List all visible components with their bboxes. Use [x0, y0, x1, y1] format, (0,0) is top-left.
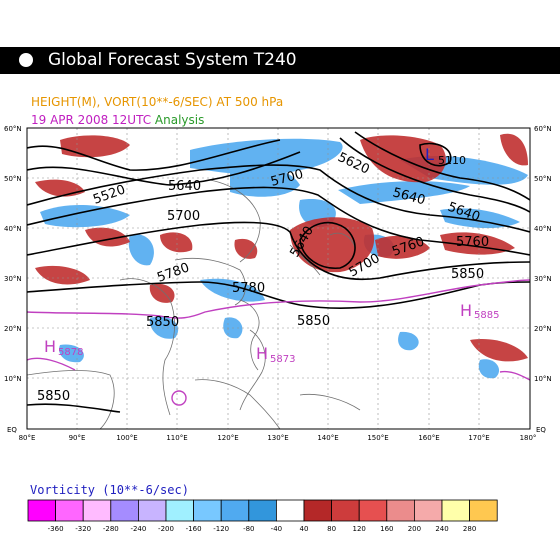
contour-label: 5850 — [37, 389, 70, 404]
lon-label-120e: 120°E — [217, 434, 238, 442]
legend-swatch — [165, 499, 195, 522]
lat-label-10n-left: 10°N — [4, 375, 22, 383]
subtitle-date: 19 APR 2008 12UTC — [31, 113, 152, 127]
legend-tick-label: 160 — [380, 525, 393, 533]
contour-label: 5760 — [456, 235, 489, 250]
legend-tick-label: 200 — [408, 525, 421, 533]
graticule — [27, 128, 530, 429]
lat-label-60n-right: 60°N — [534, 125, 552, 133]
legend-swatch — [441, 499, 471, 522]
lon-label-180: 180° — [520, 434, 537, 442]
lat-label-20n-left: 20°N — [4, 325, 22, 333]
legend-swatch — [248, 499, 277, 522]
title-bar: Global Forecast System T240 — [0, 47, 560, 74]
legend-tick-label: -40 — [271, 525, 282, 533]
high-center-letter: H — [460, 301, 472, 320]
lat-label-20n-right: 20°N — [534, 325, 552, 333]
lat-label-10n-right: 10°N — [534, 375, 552, 383]
subtitle-variables: HEIGHT(M), VORT(10**-6/SEC) AT 500 hPa — [31, 95, 284, 109]
contour-label: 5780 — [232, 281, 265, 296]
isoline-5880 — [27, 279, 530, 406]
lat-label-eq-right: EQ — [536, 426, 546, 434]
lon-label-140e: 140°E — [317, 434, 338, 442]
legend-swatch — [55, 499, 84, 522]
lon-label-80e: 80°E — [19, 434, 36, 442]
lon-label-160e: 160°E — [418, 434, 439, 442]
legend-swatch — [275, 499, 305, 522]
contour-label: 5850 — [451, 267, 484, 282]
lon-label-150e: 150°E — [367, 434, 388, 442]
subtitle-analysis: Analysis — [154, 113, 205, 127]
title-dot-icon — [19, 53, 33, 67]
legend-tick-label: -320 — [75, 525, 91, 533]
legend-colorbar — [27, 499, 498, 522]
contour-label: 5110 — [438, 154, 466, 167]
legend-tick-label: 120 — [353, 525, 366, 533]
contour-label: 5850 — [297, 314, 330, 329]
legend-swatch — [110, 499, 139, 522]
map-frame — [26, 127, 531, 430]
legend-tick-label: 280 — [463, 525, 476, 533]
lat-label-50n-left: 50°N — [4, 175, 22, 183]
high-center-value: 5873 — [270, 354, 295, 365]
legend-swatch — [303, 499, 333, 522]
high-center-letter: H — [256, 344, 268, 363]
legend-tick-label: -280 — [103, 525, 119, 533]
height-contours — [27, 131, 530, 413]
legend-tick-label: -80 — [243, 525, 254, 533]
high-center-letter: H — [44, 337, 56, 356]
legend-ticks: -360 -320 -280 -240 -200 -160 -120 -80 -40 40 80 12… — [48, 525, 477, 533]
lat-label-eq-left: EQ — [7, 426, 17, 434]
legend-tick-label: -160 — [186, 525, 202, 533]
lon-label-170e: 170°E — [468, 434, 489, 442]
legend-swatch — [413, 499, 443, 522]
lon-label-110e: 110°E — [166, 434, 187, 442]
legend-tick-label: -360 — [48, 525, 64, 533]
lat-labels: 60°N 50°N 40°N 30°N 20°N 10°N EQ 60°N 50… — [4, 125, 552, 434]
legend-swatch — [331, 499, 360, 522]
lat-label-30n-right: 30°N — [534, 275, 552, 283]
legend-swatch — [220, 499, 250, 522]
legend-swatch — [469, 499, 498, 522]
legend-swatch — [358, 499, 388, 522]
legend-tick-label: 240 — [435, 525, 448, 533]
lon-label-90e: 90°E — [69, 434, 86, 442]
lat-label-50n-right: 50°N — [534, 175, 552, 183]
lat-label-60n-left: 60°N — [4, 125, 22, 133]
low-center-letter: L — [425, 145, 434, 164]
lat-label-30n-left: 30°N — [4, 275, 22, 283]
page-title: Global Forecast System T240 — [48, 50, 297, 70]
legend-swatch — [82, 499, 112, 522]
legend-swatch — [193, 499, 222, 522]
contour-label: 5700 — [167, 209, 200, 224]
legend-tick-label: -240 — [130, 525, 146, 533]
lat-label-40n-left: 40°N — [4, 225, 22, 233]
lon-labels: 80°E 90°E 100°E 110°E 120°E 130°E 140°E … — [19, 434, 537, 442]
legend-tick-label: 80 — [327, 525, 336, 533]
subtitle-date-line: 19 APR 2008 12UTC Analysis — [31, 113, 204, 127]
legend-title: Vorticity (10**-6/sec) — [30, 483, 189, 497]
pressure-centers: H 5878 H 5873 H 5885 L — [44, 145, 499, 365]
contour-label: 5640 — [168, 179, 201, 194]
high-center-value: 5878 — [58, 347, 83, 358]
lon-label-100e: 100°E — [116, 434, 137, 442]
legend-swatch — [386, 499, 415, 522]
legend-tick-label: 40 — [300, 525, 309, 533]
legend-swatch — [27, 499, 57, 522]
legend-tick-label: -200 — [158, 525, 174, 533]
negative-vorticity-regions — [40, 138, 528, 379]
lat-label-40n-right: 40°N — [534, 225, 552, 233]
lon-label-130e: 130°E — [267, 434, 288, 442]
high-center-value: 5885 — [474, 310, 499, 321]
legend-swatch — [137, 499, 167, 522]
legend-tick-label: -120 — [213, 525, 229, 533]
contour-label: 5850 — [146, 315, 179, 330]
